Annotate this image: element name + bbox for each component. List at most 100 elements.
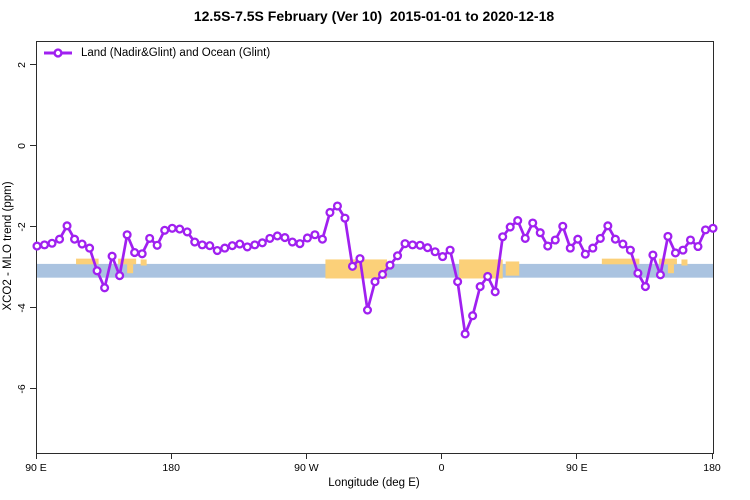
data-point	[250, 240, 260, 250]
x-axis-label: Longitude (deg E)	[328, 477, 420, 489]
data-point	[513, 216, 523, 226]
data-point	[618, 239, 628, 249]
data-point	[205, 241, 215, 251]
data-point	[648, 250, 658, 260]
data-point	[625, 245, 635, 255]
data-point	[400, 239, 410, 249]
data-point	[490, 287, 500, 297]
data-point	[693, 241, 703, 252]
data-point	[558, 221, 568, 231]
data-point	[317, 234, 327, 244]
data-point	[573, 234, 583, 244]
data-point	[287, 237, 297, 247]
data-point	[438, 252, 448, 262]
x-tick-label: 180	[162, 462, 180, 474]
data-point	[32, 241, 42, 251]
data-point	[370, 277, 380, 287]
data-point	[227, 241, 237, 251]
chart-title: 12.5S-7.5S February (Ver 10) 2015-01-01 …	[193, 8, 555, 24]
data-point	[708, 223, 718, 233]
y-tick-mark	[30, 226, 36, 228]
x-tick-label: 90 E	[565, 462, 588, 474]
data-point	[377, 269, 388, 279]
data-point	[130, 248, 140, 258]
data-point	[122, 230, 132, 240]
data-point	[70, 234, 80, 244]
data-point	[325, 207, 335, 218]
y-tick-label: 2	[16, 61, 28, 68]
data-point	[107, 251, 117, 261]
data-point	[385, 260, 395, 270]
x-tick-mark	[305, 453, 307, 459]
data-point	[355, 254, 365, 264]
data-point	[392, 251, 403, 261]
data-point	[137, 249, 147, 259]
y-tick-label: -6	[16, 384, 28, 394]
data-point	[77, 239, 87, 249]
x-tick-mark	[711, 453, 713, 459]
data-point	[655, 270, 665, 280]
data-point	[453, 277, 463, 287]
data-point	[347, 261, 358, 271]
data-point	[340, 213, 350, 223]
data-point	[54, 234, 65, 244]
data-point	[430, 247, 440, 257]
data-point	[663, 231, 673, 241]
x-tick-mark	[576, 453, 578, 459]
data-point	[700, 225, 711, 235]
land-patch	[667, 264, 674, 274]
data-point	[272, 231, 282, 241]
land-patch	[325, 259, 388, 279]
land-patch	[140, 259, 147, 266]
data-point	[595, 233, 605, 243]
x-tick-label: 90 E	[25, 462, 47, 474]
data-point	[220, 243, 230, 253]
y-tick-mark	[30, 388, 36, 390]
data-point	[145, 233, 155, 243]
plot-area: Land (Nadir&Glint) and Ocean (Glint)	[32, 41, 718, 454]
legend-label: Land (Nadir&Glint) and Ocean (Glint)	[81, 47, 271, 59]
data-point	[588, 243, 598, 253]
data-point	[520, 233, 530, 243]
data-point	[475, 282, 485, 292]
land-patch	[459, 259, 503, 279]
x-tick-label: 90 W	[294, 462, 319, 474]
data-point	[535, 228, 545, 238]
land-patch	[127, 264, 134, 274]
land-patch	[681, 259, 688, 266]
data-point	[100, 283, 110, 293]
data-point	[483, 271, 493, 282]
data-point	[543, 241, 553, 251]
data-series-svg	[32, 201, 718, 339]
data-point	[415, 240, 425, 250]
land-patch	[601, 258, 640, 265]
data-point	[580, 249, 590, 259]
data-point	[362, 305, 373, 315]
data-point	[408, 240, 418, 250]
land-patch	[76, 258, 99, 265]
data-point	[528, 218, 538, 228]
data-point	[160, 225, 170, 235]
data-point	[265, 233, 275, 243]
data-point	[92, 266, 102, 276]
data-point	[603, 221, 613, 231]
data-point	[152, 240, 162, 250]
x-tick-mark	[441, 453, 443, 459]
x-tick-mark	[35, 453, 37, 459]
data-point	[62, 221, 72, 231]
data-point	[445, 245, 455, 255]
land-patch	[505, 261, 520, 276]
data-point	[550, 235, 560, 245]
data-point	[498, 232, 508, 242]
y-tick-label: -2	[16, 222, 28, 232]
y-tick-mark	[30, 145, 36, 147]
data-point	[235, 239, 245, 249]
y-tick-mark	[30, 307, 36, 309]
x-tick-label: 0	[438, 462, 445, 474]
data-point	[190, 237, 200, 247]
legend-line-marker-icon	[44, 48, 72, 58]
data-point	[115, 271, 125, 281]
data-point	[610, 234, 620, 244]
data-point	[565, 243, 575, 253]
data-point	[310, 230, 320, 240]
